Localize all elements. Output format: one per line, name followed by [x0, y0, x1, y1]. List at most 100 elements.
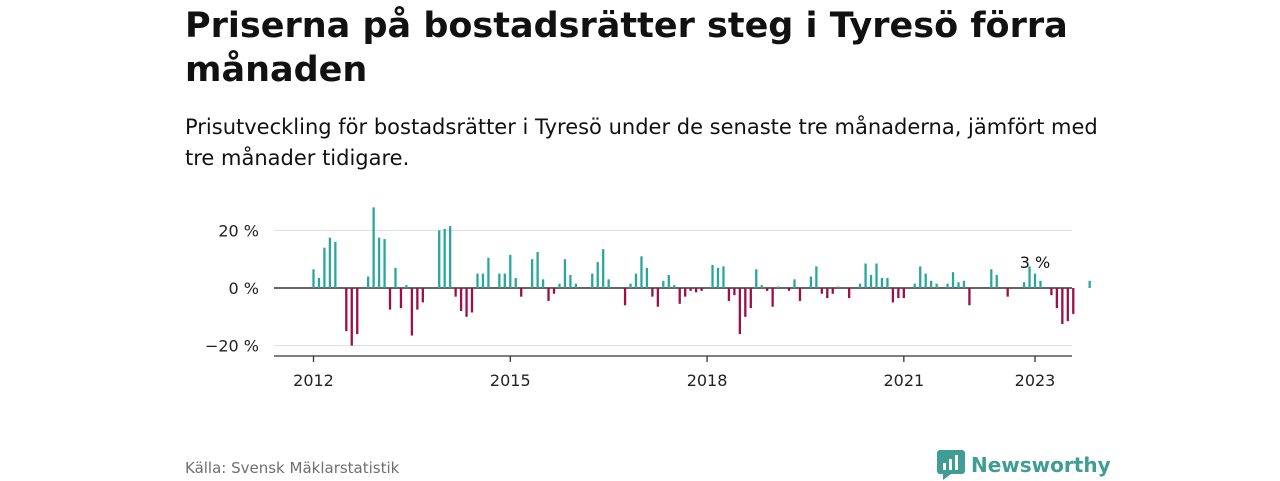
bar — [372, 207, 375, 288]
bar — [793, 279, 796, 288]
bar — [951, 272, 955, 288]
bar — [935, 283, 938, 288]
bar — [962, 280, 966, 288]
bar — [356, 288, 359, 335]
bar — [689, 288, 692, 291]
bar — [837, 286, 840, 288]
bar — [919, 266, 922, 288]
bar — [771, 288, 774, 307]
bar — [722, 266, 725, 288]
bar — [405, 285, 408, 288]
bar — [350, 288, 353, 346]
bar — [470, 288, 474, 313]
bar — [421, 288, 424, 303]
bar — [738, 288, 741, 335]
bar — [913, 283, 916, 288]
bar — [574, 283, 578, 288]
bar — [1022, 282, 1026, 288]
page-subtitle: Prisutveckling för bostadsrätter i Tyres… — [185, 115, 1098, 170]
bar — [328, 237, 332, 288]
bar — [558, 283, 561, 288]
bar — [924, 273, 927, 288]
y-tick-label: 20 % — [218, 221, 259, 240]
bar — [990, 269, 993, 288]
bar — [766, 288, 769, 291]
bar — [995, 275, 998, 288]
brand-name: Newsworthy — [971, 453, 1111, 477]
x-tick-label: 2023 — [1015, 371, 1056, 390]
bar — [902, 288, 905, 299]
bar — [520, 288, 523, 297]
bar — [334, 241, 337, 288]
x-tick-label: 2021 — [883, 371, 924, 390]
bar — [536, 252, 539, 288]
bar — [596, 262, 599, 288]
bar — [1039, 280, 1042, 288]
bar — [591, 273, 594, 288]
bar — [930, 280, 933, 288]
bar — [454, 288, 457, 297]
bar — [514, 277, 517, 288]
page-title: Priserna på bostadsrätter steg i Tyresö … — [185, 6, 1068, 90]
bar — [317, 277, 321, 288]
bar — [826, 288, 829, 299]
bar — [1028, 266, 1031, 288]
bar — [481, 273, 485, 288]
bar — [776, 286, 780, 288]
bar — [694, 288, 698, 293]
bar — [957, 282, 960, 288]
bar — [673, 285, 676, 288]
bar — [410, 288, 414, 336]
bar — [547, 288, 550, 301]
bar — [848, 288, 851, 299]
bar — [1006, 288, 1009, 297]
bar — [700, 288, 703, 291]
bar — [443, 228, 446, 288]
bar — [509, 254, 512, 288]
bar — [809, 276, 813, 288]
brand-logo[interactable]: Newsworthy — [937, 449, 1111, 481]
bar — [634, 273, 638, 288]
axes — [274, 355, 1072, 362]
bar — [345, 288, 348, 332]
bar — [367, 276, 370, 288]
bar — [875, 263, 878, 288]
bar — [968, 288, 971, 306]
bars — [312, 207, 1091, 346]
bar — [629, 283, 632, 288]
bar — [498, 273, 501, 288]
bar-chart: 20 % 0 % −20 % 2012 2015 2018 2021 2023 3 % — [205, 207, 1091, 390]
bar — [820, 288, 823, 294]
bar — [891, 288, 895, 303]
bar — [869, 275, 873, 288]
bar — [858, 283, 862, 288]
bar — [476, 273, 479, 288]
bar — [946, 283, 949, 288]
bar — [755, 269, 758, 288]
bar — [1061, 288, 1064, 324]
bar — [886, 277, 889, 288]
bar — [563, 259, 567, 288]
bar — [760, 285, 763, 288]
bar — [541, 279, 545, 288]
x-tick-label: 2018 — [687, 371, 728, 390]
bar — [656, 288, 660, 307]
source-text: Källa: Svensk Mäklarstatistik — [185, 459, 400, 477]
bar — [449, 226, 452, 288]
bar — [465, 288, 468, 317]
bar — [864, 263, 867, 288]
bar — [1088, 280, 1091, 288]
bar-chart-logo-icon — [937, 450, 965, 480]
bar — [438, 230, 441, 288]
bar — [377, 237, 381, 288]
bar — [711, 264, 714, 288]
bar — [607, 279, 610, 288]
bar — [662, 280, 665, 288]
bar — [503, 273, 506, 288]
bar — [623, 288, 627, 306]
x-tick-label: 2012 — [293, 371, 334, 390]
bar — [459, 288, 463, 312]
bar — [394, 267, 397, 288]
bar — [798, 288, 802, 301]
bar — [388, 288, 392, 310]
